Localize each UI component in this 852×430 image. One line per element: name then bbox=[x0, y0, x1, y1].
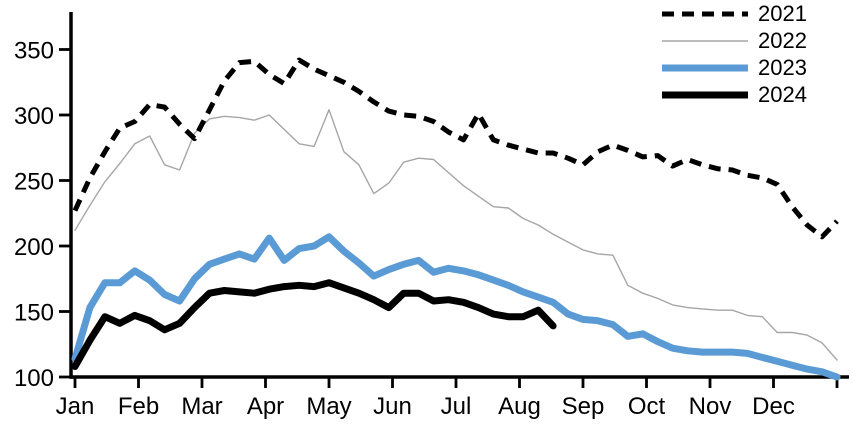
month-label-oct: Oct bbox=[628, 393, 666, 420]
legend-line-2024-icon bbox=[662, 91, 748, 98]
series-line-2024 bbox=[71, 279, 557, 370]
month-label-aug: Aug bbox=[498, 393, 541, 420]
legend-label-2021: 2021 bbox=[758, 0, 807, 26]
y-tick-label-200: 200 bbox=[14, 234, 54, 261]
legend: 2021 2022 2023 2024 bbox=[660, 0, 807, 108]
month-label-may: May bbox=[306, 393, 351, 420]
y-tick-label-300: 300 bbox=[14, 103, 54, 130]
month-label-jun: Jun bbox=[373, 393, 412, 420]
series-line-2021 bbox=[72, 57, 839, 240]
y-tick-label-150: 150 bbox=[14, 300, 54, 327]
y-tick-label-250: 250 bbox=[14, 169, 54, 196]
legend-item-2024: 2024 bbox=[660, 81, 807, 108]
month-label-feb: Feb bbox=[118, 393, 159, 420]
legend-line-2023-icon bbox=[662, 64, 748, 71]
y-tick-label-100: 100 bbox=[14, 365, 54, 392]
month-label-apr: Apr bbox=[247, 393, 284, 420]
month-label-jan: Jan bbox=[56, 393, 95, 420]
legend-line-2022-icon bbox=[662, 39, 748, 42]
month-label-dec: Dec bbox=[752, 393, 795, 420]
legend-line-2021-icon bbox=[662, 11, 748, 16]
month-label-mar: Mar bbox=[181, 393, 222, 420]
series-line-2022 bbox=[74, 109, 838, 361]
legend-label-2024: 2024 bbox=[758, 81, 807, 107]
month-label-nov: Nov bbox=[689, 393, 732, 420]
legend-label-2023: 2023 bbox=[758, 54, 807, 80]
legend-item-2021: 2021 bbox=[660, 0, 807, 27]
month-label-jul: Jul bbox=[441, 393, 472, 420]
legend-item-2023: 2023 bbox=[660, 54, 807, 81]
legend-item-2022: 2022 bbox=[660, 27, 807, 54]
series-line-2023 bbox=[71, 233, 841, 381]
y-tick-label-350: 350 bbox=[14, 38, 54, 65]
month-label-sep: Sep bbox=[562, 393, 605, 420]
legend-label-2022: 2022 bbox=[758, 27, 807, 53]
